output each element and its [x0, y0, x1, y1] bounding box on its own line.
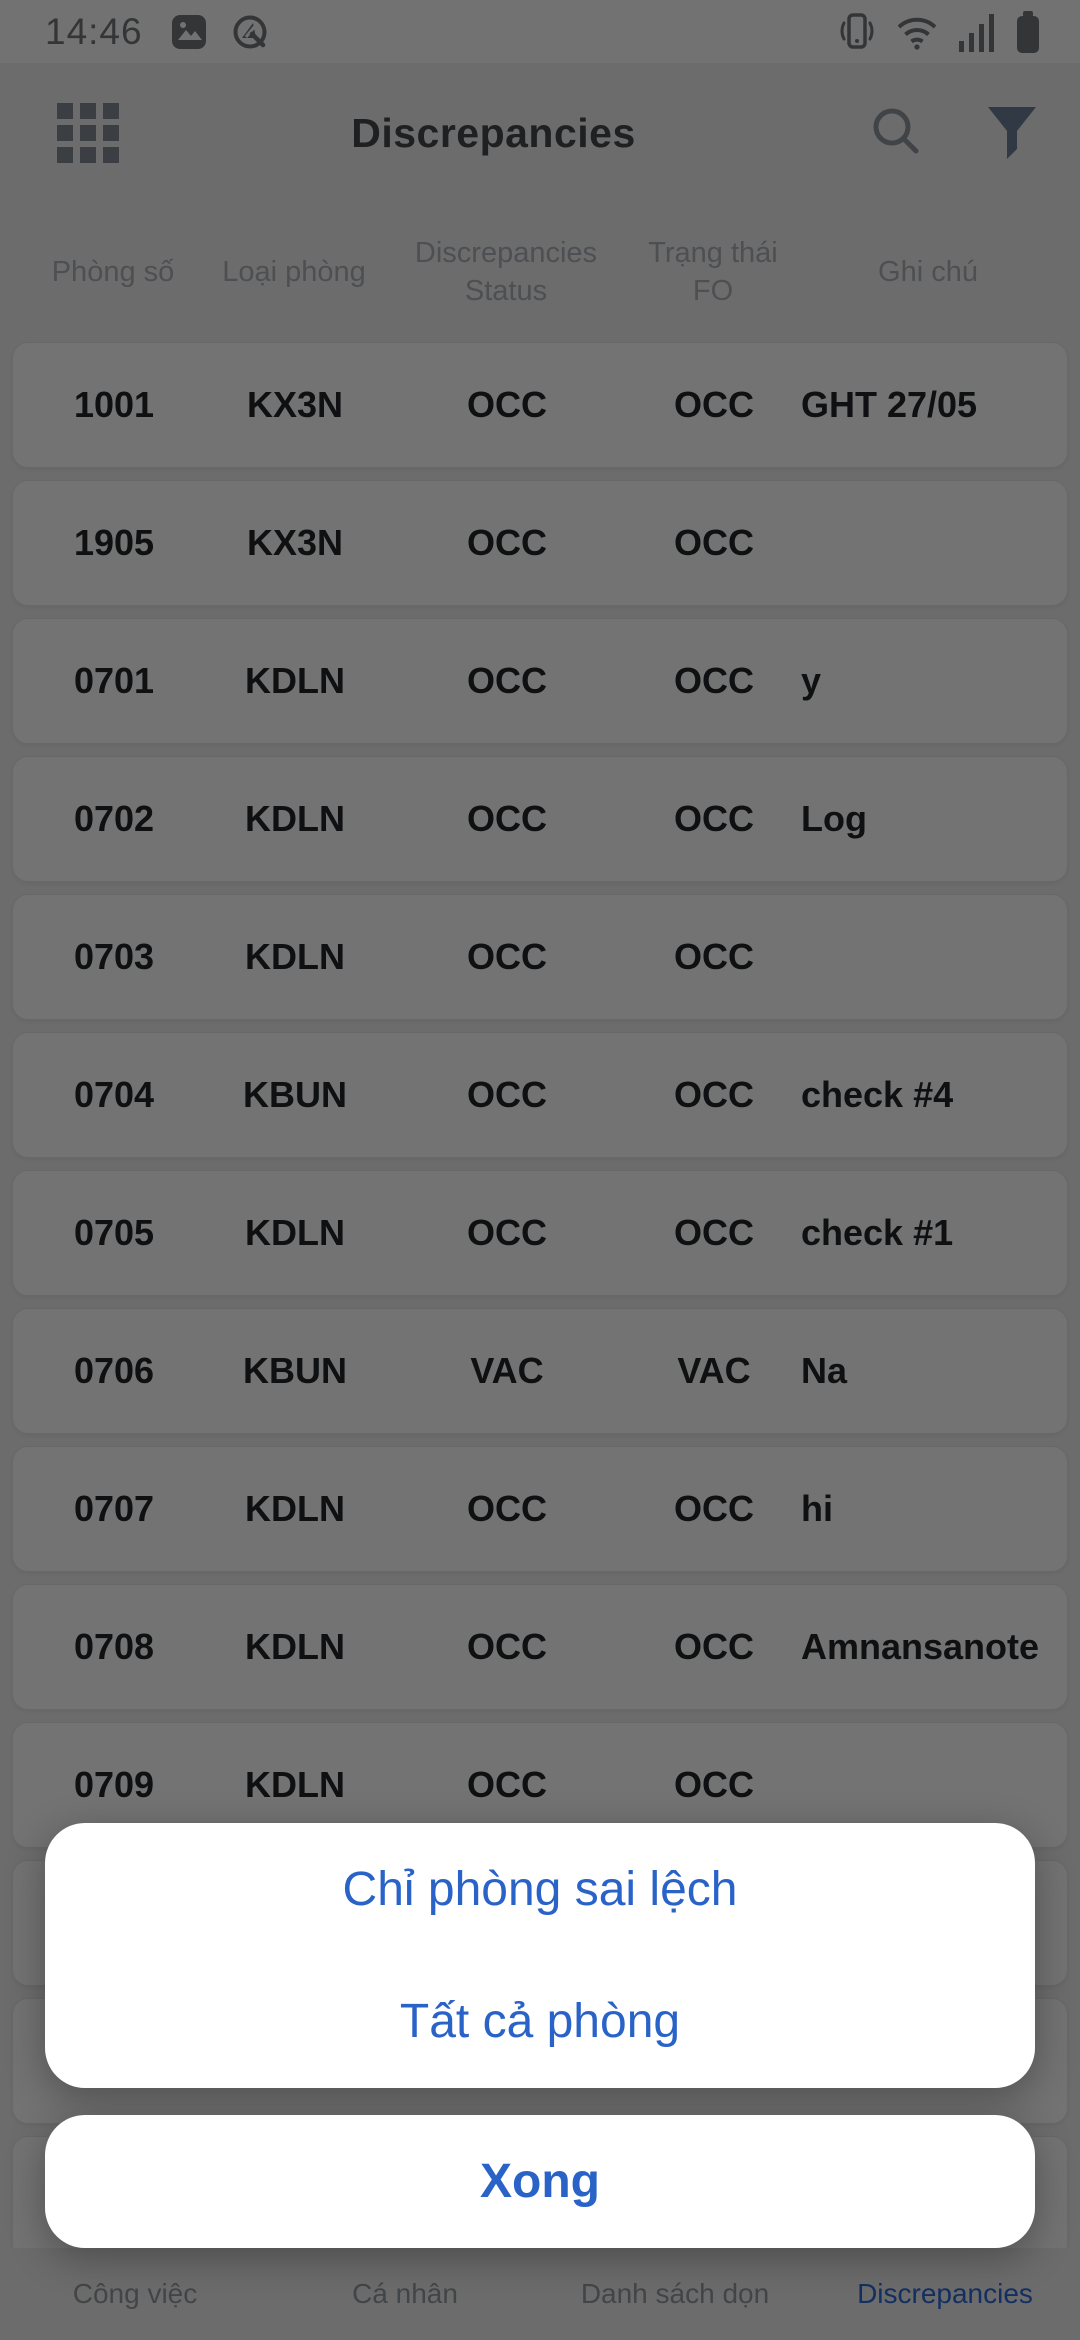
- done-button[interactable]: Xong: [45, 2115, 1035, 2248]
- filter-action-sheet: Chỉ phòng sai lệch Tất cả phòng: [45, 1823, 1035, 2088]
- option-all-rooms[interactable]: Tất cả phòng: [399, 1995, 681, 2049]
- option-discrepant-rooms-only[interactable]: Chỉ phòng sai lệch: [342, 1862, 738, 1916]
